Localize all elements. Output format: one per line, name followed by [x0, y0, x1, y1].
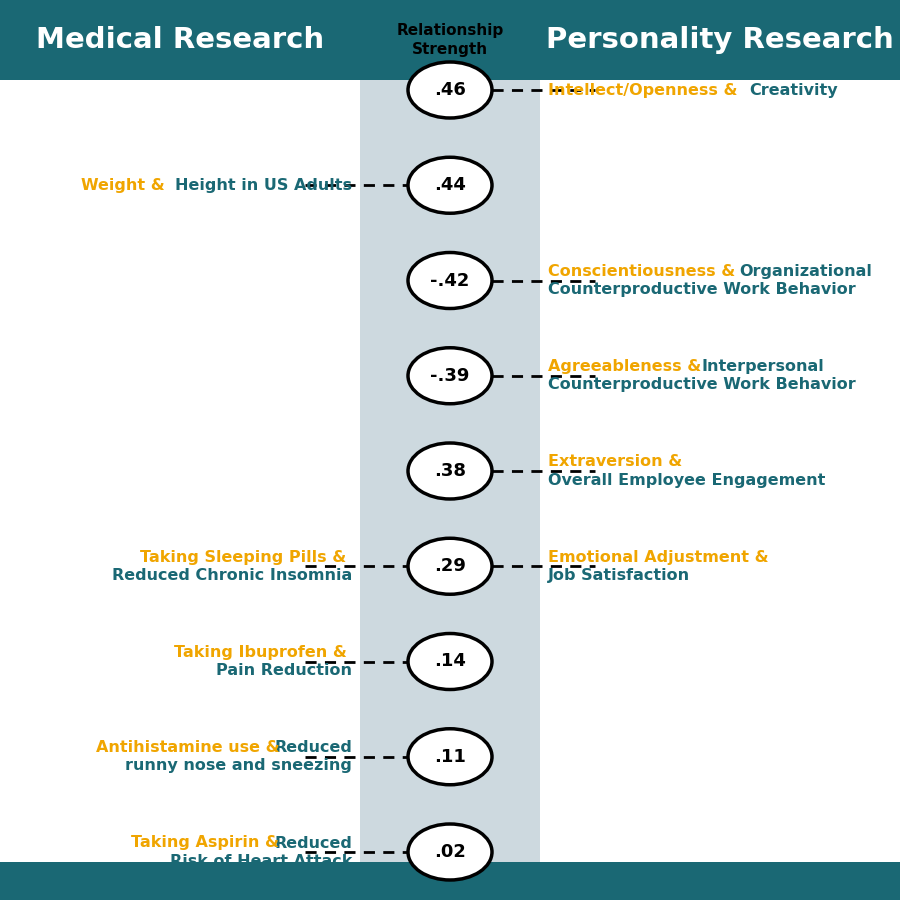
Ellipse shape: [408, 729, 492, 785]
Ellipse shape: [408, 253, 492, 309]
Text: Relationship
Strength: Relationship Strength: [396, 22, 504, 58]
Text: Emotional Adjustment &: Emotional Adjustment &: [548, 550, 774, 565]
Text: .14: .14: [434, 652, 466, 670]
Text: Pain Reduction: Pain Reduction: [216, 663, 352, 678]
Text: Extraversion &: Extraversion &: [548, 454, 688, 470]
Text: Reduced Chronic Insomnia: Reduced Chronic Insomnia: [112, 568, 352, 583]
Text: Reduced: Reduced: [274, 740, 352, 755]
Text: Taking Sleeping Pills &: Taking Sleeping Pills &: [140, 550, 352, 565]
Text: Job Satisfaction: Job Satisfaction: [548, 568, 690, 583]
Text: Counterproductive Work Behavior: Counterproductive Work Behavior: [548, 377, 856, 392]
Bar: [0, 862, 900, 900]
Text: Antihistamine use &: Antihistamine use &: [95, 740, 285, 755]
Text: Height in US Adults: Height in US Adults: [175, 178, 352, 193]
Text: runny nose and sneezing: runny nose and sneezing: [125, 758, 352, 773]
Text: -.39: -.39: [430, 367, 470, 385]
Text: Counterproductive Work Behavior: Counterproductive Work Behavior: [548, 282, 856, 297]
Text: Organizational: Organizational: [740, 264, 872, 279]
Text: Taking Aspirin &: Taking Aspirin &: [131, 835, 285, 850]
Text: Creativity: Creativity: [749, 83, 838, 97]
Text: Risk of Heart Attack: Risk of Heart Attack: [169, 853, 352, 868]
Ellipse shape: [408, 158, 492, 213]
Text: .11: .11: [434, 748, 466, 766]
Text: Overall Employee Engagement: Overall Employee Engagement: [548, 472, 825, 488]
Text: .02: .02: [434, 843, 466, 861]
Text: Personality Research: Personality Research: [546, 26, 894, 54]
Text: .44: .44: [434, 176, 466, 194]
Ellipse shape: [408, 634, 492, 689]
Text: Medical Research: Medical Research: [36, 26, 324, 54]
Text: .38: .38: [434, 462, 466, 480]
Ellipse shape: [408, 347, 492, 404]
Text: Reduced: Reduced: [274, 835, 352, 850]
Ellipse shape: [408, 538, 492, 594]
Ellipse shape: [408, 443, 492, 499]
Text: Interpersonal: Interpersonal: [701, 359, 824, 374]
Bar: [360, 0, 540, 900]
Text: .29: .29: [434, 557, 466, 575]
Bar: [0, 0, 900, 80]
Text: Agreeableness &: Agreeableness &: [548, 359, 706, 374]
Text: .46: .46: [434, 81, 466, 99]
Text: Weight &: Weight &: [80, 178, 170, 193]
Text: Intellect/Openness &: Intellect/Openness &: [548, 83, 743, 97]
Text: -.42: -.42: [430, 272, 470, 290]
Text: Conscientiousness &: Conscientiousness &: [548, 264, 741, 279]
Ellipse shape: [408, 824, 492, 880]
Text: Taking Ibuprofen &: Taking Ibuprofen &: [174, 645, 352, 660]
Ellipse shape: [408, 62, 492, 118]
